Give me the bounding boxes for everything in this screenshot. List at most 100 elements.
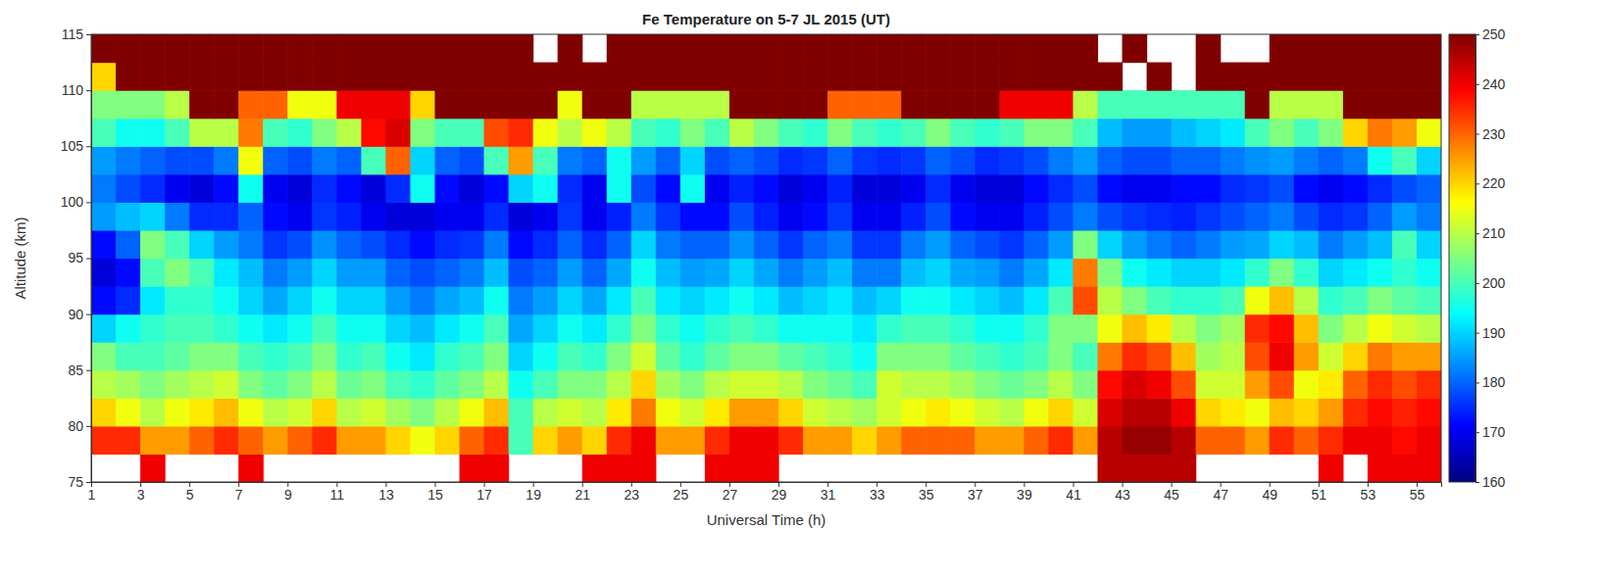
heatmap-cell	[925, 286, 951, 315]
heatmap-cell	[1072, 314, 1099, 344]
tick: 3	[137, 482, 146, 503]
tick: 210	[1475, 225, 1506, 242]
heatmap-cell	[484, 34, 510, 63]
tick-label: 230	[1482, 126, 1506, 143]
heatmap-cell	[435, 370, 461, 400]
heatmap-cell	[925, 426, 951, 455]
heatmap-cell	[1196, 286, 1222, 315]
heatmap-cell	[925, 370, 951, 400]
heatmap-cell	[409, 398, 436, 427]
heatmap-cell	[704, 118, 731, 148]
heatmap-cell	[1072, 174, 1099, 203]
heatmap-cell	[1171, 90, 1198, 119]
heatmap-cell	[851, 286, 878, 315]
heatmap-cell	[704, 146, 731, 175]
heatmap-cell	[164, 146, 191, 175]
heatmap-cell	[1294, 174, 1320, 203]
heatmap-cell	[1367, 426, 1394, 455]
heatmap-cell	[876, 314, 902, 344]
heatmap-cell	[262, 286, 289, 315]
heatmap-cell	[409, 258, 436, 288]
heatmap-cell	[557, 230, 584, 259]
heatmap-cell	[1196, 258, 1222, 288]
heatmap-cell	[435, 342, 461, 371]
heatmap-cell	[582, 174, 608, 203]
heatmap-cell	[1318, 286, 1345, 315]
heatmap-cell	[851, 90, 878, 119]
heatmap-cell	[1171, 314, 1198, 344]
heatmap-cell	[533, 118, 559, 148]
heatmap-cell	[974, 201, 1000, 231]
heatmap-cell	[238, 34, 264, 63]
heatmap-cell	[631, 146, 657, 175]
heatmap-cell	[1245, 342, 1271, 371]
heatmap-cell	[484, 230, 510, 259]
heatmap-cell	[1147, 62, 1173, 92]
heatmap-cell	[262, 342, 289, 371]
heatmap-cell	[631, 286, 657, 315]
heatmap-cell	[140, 286, 166, 315]
heatmap-cell	[1048, 370, 1074, 400]
heatmap-cell	[1367, 453, 1394, 483]
heatmap-cell	[1343, 118, 1369, 148]
heatmap-cell	[680, 62, 706, 92]
tick: 35	[918, 482, 935, 503]
heatmap-cell	[974, 370, 1000, 400]
heatmap-cell	[1343, 146, 1369, 175]
heatmap-cell	[1147, 342, 1173, 371]
heatmap-cell	[778, 286, 804, 315]
heatmap-cell	[900, 258, 927, 288]
tick-label: 31	[820, 487, 837, 503]
heatmap-cell	[1048, 118, 1074, 148]
tick: 85	[67, 362, 92, 379]
heatmap-cell	[1097, 453, 1123, 483]
chart: 1357911131517192123252729313335373941434…	[0, 0, 1600, 577]
heatmap-cell	[140, 174, 166, 203]
heatmap-cell	[1072, 34, 1099, 63]
heatmap-cell	[1318, 146, 1345, 175]
heatmap-cell	[900, 34, 927, 63]
heatmap-cell	[802, 62, 829, 92]
plot-frame	[91, 34, 1442, 483]
heatmap-cell	[409, 342, 436, 371]
heatmap-cell	[876, 201, 902, 231]
heatmap-cell	[1392, 34, 1418, 63]
tick-label: 55	[1409, 487, 1426, 503]
heatmap-cell	[1367, 146, 1394, 175]
heatmap-cell	[753, 286, 780, 315]
heatmap-cell	[582, 342, 608, 371]
heatmap-cell	[778, 146, 804, 175]
heatmap-cell	[311, 90, 338, 119]
heatmap-cell	[1097, 342, 1123, 371]
heatmap-cell	[974, 62, 1000, 92]
heatmap-cell	[1023, 230, 1050, 259]
heatmap-cell	[753, 426, 780, 455]
heatmap-cell	[1294, 90, 1320, 119]
heatmap-cell	[164, 174, 191, 203]
heatmap-cell	[655, 118, 682, 148]
heatmap-cell	[582, 230, 608, 259]
heatmap-cell	[533, 258, 559, 288]
heatmap-cell	[336, 370, 362, 400]
heatmap-cell	[1343, 90, 1369, 119]
heatmap-cell	[115, 174, 142, 203]
heatmap-cell	[385, 314, 411, 344]
heatmap-cell	[140, 258, 166, 288]
heatmap-cell	[1318, 453, 1345, 483]
heatmap-cell	[1072, 258, 1099, 288]
tick-label: 25	[673, 487, 690, 503]
heatmap-cell	[533, 174, 559, 203]
heatmap-cell	[459, 426, 486, 455]
heatmap-cell	[115, 426, 142, 455]
heatmap-cell	[533, 370, 559, 400]
heatmap-cell	[1269, 146, 1296, 175]
heatmap-cell	[557, 146, 584, 175]
heatmap-cell	[1097, 398, 1123, 427]
heatmap-cell	[1245, 62, 1271, 92]
heatmap-cell	[1122, 258, 1149, 288]
heatmap-cell	[851, 314, 878, 344]
tick-label: 33	[869, 487, 886, 503]
heatmap-cell	[974, 342, 1000, 371]
heatmap-cell	[827, 62, 853, 92]
heatmap-cell	[140, 118, 166, 148]
